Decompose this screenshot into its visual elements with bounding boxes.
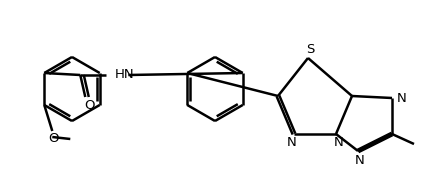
Text: N: N <box>355 153 365 166</box>
Text: HN: HN <box>114 68 134 81</box>
Text: N: N <box>397 92 407 105</box>
Text: O: O <box>84 99 95 111</box>
Text: N: N <box>287 137 297 150</box>
Text: O: O <box>48 132 58 145</box>
Text: S: S <box>306 42 314 55</box>
Text: N: N <box>334 137 344 150</box>
